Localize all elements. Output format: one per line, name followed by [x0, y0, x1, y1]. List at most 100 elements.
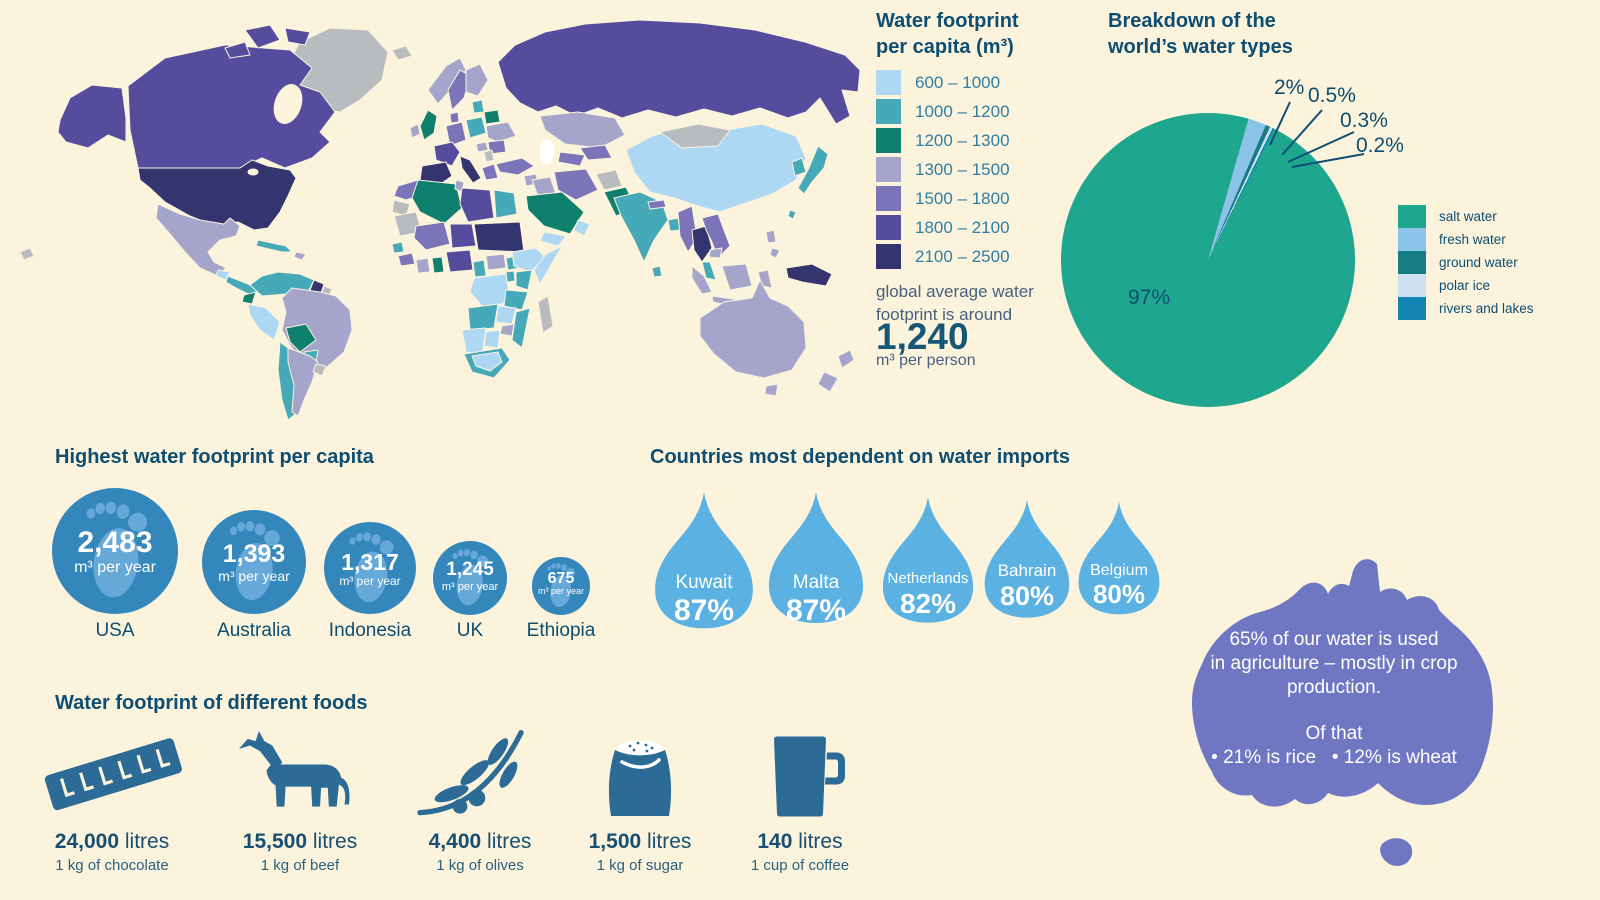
pie-legend-item: fresh water [1398, 228, 1534, 251]
food-unit: litres [312, 830, 358, 853]
map-angola [467, 303, 499, 331]
food-caption: 1 kg of beef [260, 857, 340, 874]
australia-bullets: • 21% is rice • 12% is wheat [1211, 747, 1457, 768]
global-average-value: 1,240 [876, 316, 969, 357]
map-india [613, 191, 669, 263]
map-new-zealand [837, 349, 855, 369]
map-turkey [495, 157, 535, 176]
pie-label-ground-water: 0.5% [1308, 84, 1356, 107]
food-value: 1,500 [588, 830, 642, 853]
water-types-pie [1061, 113, 1355, 407]
map-saudi-arabia [525, 191, 585, 235]
legend-swatch [876, 186, 901, 211]
food-unit: litres [647, 830, 692, 853]
map-chad-sudan [473, 221, 525, 253]
import-drop-belgium: Belgium 80% [1076, 500, 1162, 647]
footprint-value: 2,483 [77, 525, 153, 559]
pie-label-fresh-water: 2% [1274, 76, 1305, 99]
drop-percent: 87% [673, 593, 735, 627]
footprint-circle-indonesia: 1,317 m³ per year [324, 522, 416, 614]
olive-branch-icon [417, 730, 524, 816]
drop-percent: 80% [999, 580, 1055, 611]
map-kazakhstan [539, 111, 626, 149]
legend-swatch [1398, 297, 1426, 320]
legend-swatch [1398, 228, 1426, 251]
food-item-sugar: 1,500 litres 1 kg of sugar [540, 718, 740, 874]
food-value: 15,500 [242, 830, 308, 853]
food-caption: 1 kg of sugar [596, 857, 684, 874]
legend-swatch [876, 244, 901, 269]
australia-line: 65% of our water is used [1229, 629, 1439, 650]
drop-country: Bahrain [997, 561, 1057, 581]
map-japan [797, 145, 829, 195]
map-madagascar [537, 295, 554, 334]
map-legend-item: 1800 – 2100 [876, 213, 1010, 242]
coffee-mug-icon [773, 736, 845, 817]
map-indonesia [721, 263, 753, 291]
pie-legend-item: salt water [1398, 205, 1534, 228]
footprint-value: 675 [547, 569, 575, 587]
legend-swatch [876, 215, 901, 240]
legend-swatch [876, 70, 901, 95]
map-nigeria [445, 249, 474, 273]
map-egypt [493, 189, 518, 219]
food-item-olives: 4,400 litres 1 kg of olives [380, 718, 580, 874]
import-drop-malta: Malta 87% [766, 490, 866, 654]
food-item-beef: 15,500 litres 1 kg of beef [200, 718, 400, 874]
footprints-heading: Highest water footprint per capita [55, 446, 374, 468]
food-item-chocolate: 24,000 litres 1 kg of chocolate [12, 718, 212, 874]
food-value: 140 [757, 830, 793, 853]
pie-label-polar-ice: 0.3% [1340, 109, 1388, 132]
footprint-value: 1,317 [341, 548, 399, 575]
footprint-unit: m³ per year [537, 586, 584, 597]
legend-swatch [1398, 274, 1426, 297]
drop-percent: 80% [1092, 579, 1146, 610]
map-australia [699, 279, 807, 379]
map-alaska [57, 84, 127, 149]
map-legend-item: 1200 – 1300 [876, 126, 1010, 155]
map-uk [419, 109, 438, 141]
australia-line: in agriculture – mostly in crop [1210, 653, 1458, 674]
map-mongolia [659, 123, 731, 149]
footprint-circle-ethiopia: 675 m³ per year [532, 557, 590, 615]
legend-swatch [876, 99, 901, 124]
map-legend: 600 – 1000 1000 – 1200 1200 – 1300 1300 … [876, 68, 1010, 271]
legend-swatch [876, 157, 901, 182]
map-russia [497, 19, 861, 125]
map-germany [445, 121, 467, 147]
global-average-note: global average water footprint is around [876, 282, 1034, 324]
map-canada [127, 44, 336, 169]
foods-heading: Water footprint of different foods [55, 692, 368, 714]
footprint-country-label: UK [456, 620, 484, 641]
import-drop-netherlands: Netherlands 82% [880, 495, 976, 652]
pie-chart-title: Breakdown of the world’s water types [1108, 10, 1293, 58]
map-mali [413, 221, 451, 251]
footprint-country-label: USA [95, 620, 135, 641]
map-libya [459, 187, 495, 223]
map-france [433, 141, 461, 167]
australia-line: Of that [1305, 723, 1363, 744]
food-caption: 1 kg of chocolate [55, 857, 169, 874]
map-mexico [155, 203, 241, 277]
map-legend-item: 1000 – 1200 [876, 97, 1010, 126]
map-algeria [411, 179, 463, 225]
food-caption: 1 cup of coffee [750, 857, 850, 874]
footprint-circle-australia: 1,393 m³ per year [202, 510, 306, 614]
footprint-country-label: Ethiopia [526, 620, 596, 641]
map-legend-title: Water footprint per capita (m³) [876, 10, 1019, 58]
imports-heading: Countries most dependent on water import… [650, 446, 1071, 468]
map-thailand [691, 225, 713, 263]
pie-legend-item: polar ice [1398, 274, 1534, 297]
map-legend-item: 2100 – 2500 [876, 242, 1010, 271]
footprint-unit: m³ per year [441, 581, 499, 594]
footprint-unit: m³ per year [74, 558, 156, 576]
drop-country: Netherlands [887, 570, 969, 588]
pie-legend-item: ground water [1398, 251, 1534, 274]
food-value: 24,000 [54, 830, 120, 853]
map-peru [247, 303, 281, 341]
footprint-unit: m³ per year [339, 573, 401, 588]
legend-swatch [1398, 205, 1426, 228]
map-legend-item: 1300 – 1500 [876, 155, 1010, 184]
footprint-unit: m³ per year [218, 567, 290, 584]
map-usa [137, 159, 297, 231]
